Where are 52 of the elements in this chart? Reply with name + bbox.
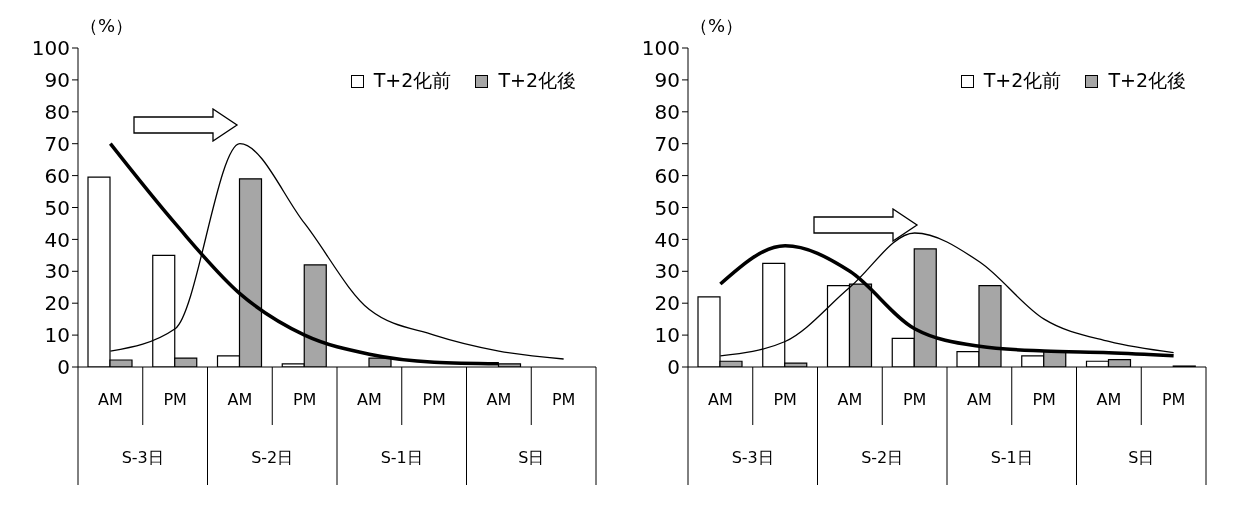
legend-label: T+2化前	[373, 68, 452, 93]
x-tick-label: PM	[902, 390, 927, 409]
legend-label: T+2化前	[983, 68, 1062, 93]
y-tick-label: 90	[44, 68, 70, 92]
y-tick-label: 80	[654, 99, 680, 124]
x-tick-label: AM	[967, 390, 992, 409]
text: S-3日	[731, 448, 774, 467]
y-tick-label: 100	[641, 36, 680, 61]
y-tick-label: 10	[654, 323, 680, 348]
y-tick-label: 0	[57, 355, 70, 380]
y-tick-label: 20	[44, 291, 70, 316]
y-tick-label: 90	[654, 68, 680, 92]
legend-label: T+2化後	[498, 68, 576, 93]
x-tick-label: AM	[486, 390, 512, 409]
y-axis-title: （%）	[690, 14, 744, 38]
text: S-2日	[861, 448, 904, 467]
y-tick-label: 40	[44, 227, 70, 252]
x-tick-label: PM	[551, 390, 576, 409]
y-tick-label: 50	[654, 195, 680, 220]
x-tick-label: AM	[708, 390, 733, 409]
y-axis-title: （%）	[80, 14, 134, 38]
x-tick-label: AM	[837, 390, 863, 409]
y-tick-label: 40	[654, 227, 680, 252]
x-tick-label: AM	[1096, 390, 1122, 409]
x-tick-label: PM	[422, 390, 446, 409]
text: S-1日	[990, 448, 1033, 467]
x-tick-label: AM	[98, 390, 123, 409]
y-tick-label: 20	[654, 291, 680, 316]
text: S日	[518, 448, 545, 467]
x-tick-label: PM	[1161, 390, 1186, 409]
x-tick-label: PM	[292, 390, 317, 409]
x-tick-label: AM	[357, 390, 382, 409]
x-tick-label: PM	[163, 390, 187, 409]
text: S-1日	[380, 448, 423, 467]
y-tick-label: 60	[44, 163, 70, 188]
y-tick-label: 10	[44, 323, 70, 348]
y-tick-label: 70	[44, 131, 70, 156]
text: S-2日	[251, 448, 294, 467]
x-tick-label: PM	[1032, 390, 1056, 409]
y-tick-label: 50	[44, 195, 70, 220]
y-tick-label: 0	[667, 355, 680, 380]
x-tick-label: AM	[227, 390, 253, 409]
y-tick-label: 60	[654, 163, 680, 188]
text: S-3日	[121, 448, 164, 467]
text: S日	[1128, 448, 1155, 467]
x-tick-label: PM	[773, 390, 797, 409]
y-tick-label: 30	[654, 259, 680, 284]
y-tick-label: 30	[44, 259, 70, 284]
y-tick-label: 80	[44, 99, 70, 124]
y-tick-label: 70	[654, 131, 680, 156]
legend-label: T+2化後	[1108, 68, 1186, 93]
y-tick-label: 100	[31, 36, 70, 61]
